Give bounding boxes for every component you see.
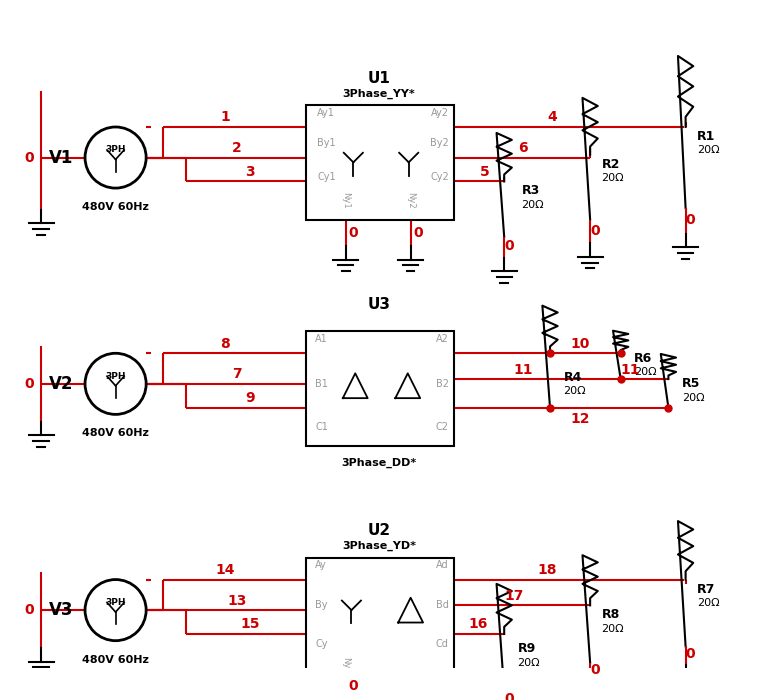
Text: By1: By1 bbox=[317, 138, 336, 148]
Text: R1: R1 bbox=[697, 130, 716, 143]
Text: 7: 7 bbox=[232, 368, 242, 382]
Text: 3: 3 bbox=[246, 165, 255, 179]
Bar bbox=[306, 105, 453, 220]
Text: R2: R2 bbox=[601, 158, 620, 171]
Text: 2: 2 bbox=[232, 141, 242, 155]
Text: C1: C1 bbox=[315, 422, 328, 432]
Text: 0: 0 bbox=[349, 678, 358, 692]
Text: R4: R4 bbox=[563, 370, 581, 384]
Text: 16: 16 bbox=[468, 617, 488, 631]
Text: 11: 11 bbox=[513, 363, 533, 377]
Text: 1: 1 bbox=[221, 111, 230, 125]
Text: 0: 0 bbox=[590, 664, 600, 678]
Text: 17: 17 bbox=[504, 589, 523, 603]
Text: 20Ω: 20Ω bbox=[601, 624, 624, 634]
Text: 0: 0 bbox=[504, 239, 513, 253]
Text: 20Ω: 20Ω bbox=[601, 173, 624, 183]
Text: 0: 0 bbox=[24, 377, 34, 391]
Text: 480V 60Hz: 480V 60Hz bbox=[82, 654, 149, 665]
Text: 18: 18 bbox=[537, 563, 557, 577]
Text: A2: A2 bbox=[436, 334, 449, 344]
Text: Ay1: Ay1 bbox=[317, 108, 335, 118]
Text: Ny1: Ny1 bbox=[341, 193, 350, 209]
Text: R3: R3 bbox=[521, 185, 539, 197]
Text: 5: 5 bbox=[480, 165, 490, 179]
Text: By2: By2 bbox=[430, 138, 449, 148]
Text: 3Phase_YY*: 3Phase_YY* bbox=[343, 88, 416, 99]
Text: Cy1: Cy1 bbox=[317, 172, 336, 181]
Text: 20Ω: 20Ω bbox=[517, 657, 540, 668]
Text: R6: R6 bbox=[634, 351, 652, 365]
Text: A1: A1 bbox=[315, 334, 328, 344]
Text: 0: 0 bbox=[590, 224, 600, 238]
Text: 0: 0 bbox=[414, 226, 423, 240]
Text: 3Phase_YD*: 3Phase_YD* bbox=[342, 541, 416, 552]
Text: Cy2: Cy2 bbox=[430, 172, 449, 181]
Text: Ay2: Ay2 bbox=[431, 108, 449, 118]
Bar bbox=[306, 331, 453, 446]
Text: 0: 0 bbox=[349, 226, 358, 240]
Text: 11: 11 bbox=[620, 363, 640, 377]
Text: V3: V3 bbox=[49, 601, 73, 619]
Text: R9: R9 bbox=[517, 642, 536, 654]
Bar bbox=[306, 558, 453, 672]
Text: U3: U3 bbox=[368, 297, 391, 312]
Text: R5: R5 bbox=[682, 377, 700, 391]
Text: 0: 0 bbox=[686, 213, 695, 227]
Text: V1: V1 bbox=[49, 148, 73, 167]
Text: 0: 0 bbox=[686, 647, 695, 661]
Text: Ny: Ny bbox=[341, 657, 350, 668]
Text: 0: 0 bbox=[24, 603, 34, 617]
Text: 12: 12 bbox=[571, 412, 591, 426]
Text: 10: 10 bbox=[571, 337, 591, 351]
Text: B2: B2 bbox=[436, 379, 449, 389]
Text: R8: R8 bbox=[601, 608, 620, 622]
Text: 14: 14 bbox=[216, 563, 235, 577]
Text: Cd: Cd bbox=[436, 638, 449, 648]
Text: Bd: Bd bbox=[436, 601, 449, 610]
Text: By: By bbox=[315, 601, 327, 610]
Text: 20Ω: 20Ω bbox=[521, 200, 544, 210]
Text: U2: U2 bbox=[368, 524, 391, 538]
Text: R7: R7 bbox=[697, 582, 716, 596]
Text: Cy: Cy bbox=[315, 638, 327, 648]
Text: V2: V2 bbox=[49, 374, 73, 393]
Text: 20Ω: 20Ω bbox=[563, 386, 586, 396]
Text: C2: C2 bbox=[436, 422, 449, 432]
Text: 9: 9 bbox=[246, 391, 255, 405]
Text: 20Ω: 20Ω bbox=[634, 368, 657, 377]
Text: 8: 8 bbox=[221, 337, 230, 351]
Text: 15: 15 bbox=[240, 617, 260, 631]
Text: 20Ω: 20Ω bbox=[682, 393, 704, 403]
Text: 3PH: 3PH bbox=[105, 146, 126, 155]
Text: 3PH: 3PH bbox=[105, 372, 126, 381]
Text: 13: 13 bbox=[227, 594, 246, 608]
Text: 480V 60Hz: 480V 60Hz bbox=[82, 202, 149, 212]
Text: 4: 4 bbox=[547, 111, 557, 125]
Text: 0: 0 bbox=[504, 692, 513, 700]
Text: Ad: Ad bbox=[436, 560, 449, 570]
Text: 20Ω: 20Ω bbox=[697, 145, 720, 155]
Text: 0: 0 bbox=[24, 150, 34, 164]
Text: 20Ω: 20Ω bbox=[697, 598, 720, 608]
Text: U1: U1 bbox=[368, 71, 391, 86]
Text: Ny2: Ny2 bbox=[406, 193, 415, 209]
Text: 6: 6 bbox=[519, 141, 528, 155]
Text: 3Phase_DD*: 3Phase_DD* bbox=[342, 458, 417, 468]
Text: 3PH: 3PH bbox=[105, 598, 126, 607]
Text: Ay: Ay bbox=[315, 560, 327, 570]
Text: 480V 60Hz: 480V 60Hz bbox=[82, 428, 149, 438]
Text: B1: B1 bbox=[315, 379, 328, 389]
